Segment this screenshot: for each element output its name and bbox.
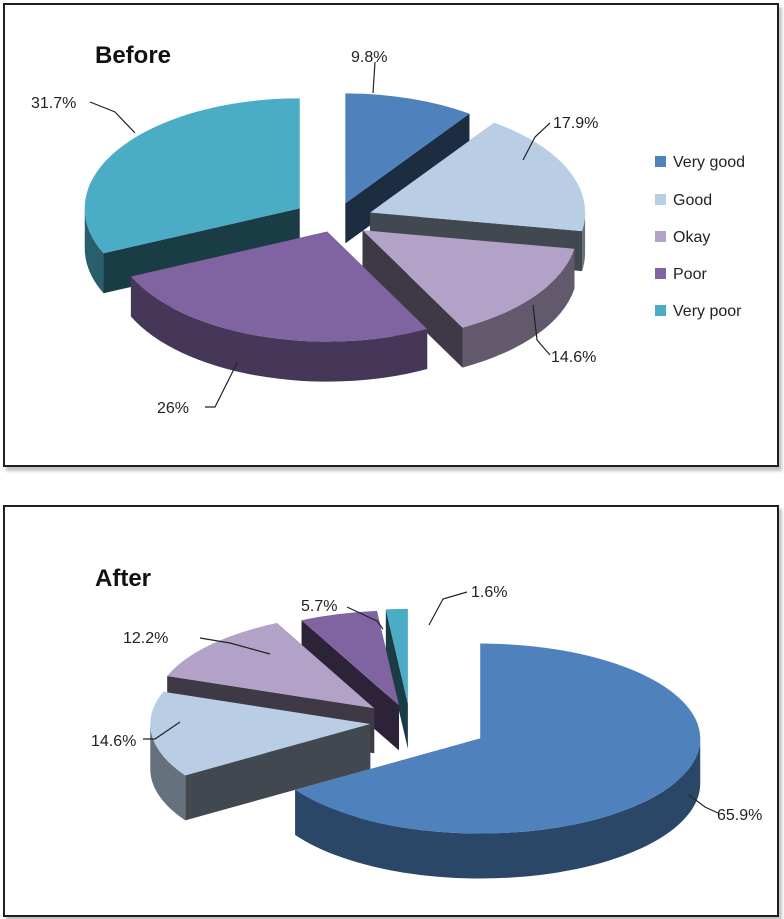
leader-line — [428, 591, 468, 626]
pie-slice-top — [301, 610, 399, 706]
legend-label: Poor — [673, 266, 707, 283]
pie-slice-side — [295, 738, 701, 879]
legend-label: Good — [673, 192, 712, 209]
pie-slice-side — [582, 212, 586, 272]
pie-slice-side — [150, 723, 186, 821]
chart-before-data-labels: 9.8% 17.9% 14.6% 26% 31.7% — [31, 49, 598, 417]
data-label-very-poor: 31.7% — [31, 95, 76, 112]
chart-after-slices — [150, 608, 701, 879]
pie-slice-top — [150, 691, 371, 776]
leader-line — [688, 794, 719, 814]
pie-slice-poor — [301, 610, 399, 751]
data-label-okay: 12.2% — [123, 630, 168, 647]
leader-line — [372, 61, 376, 94]
leader-line — [199, 637, 271, 655]
pie-slice-top — [130, 231, 428, 342]
pie-slice-wall — [362, 230, 463, 368]
data-label-very-good: 9.8% — [351, 49, 387, 66]
legend-item-poor: Poor — [655, 266, 707, 283]
pie-slice-very-poor — [385, 608, 408, 749]
data-label-very-poor: 1.6% — [471, 584, 507, 601]
data-label-good: 14.6% — [91, 733, 136, 750]
pie-slice-wall — [301, 620, 399, 751]
pie-slice-wall — [385, 609, 408, 749]
chart-after-svg: After 65.9% 14.6% 12.2% 5.7% 1.6% — [91, 565, 762, 879]
leader-line — [522, 122, 551, 161]
leader-line — [346, 606, 384, 630]
chart-after-data-labels: 65.9% 14.6% 12.2% 5.7% 1.6% — [91, 584, 762, 824]
data-label-poor: 5.7% — [301, 598, 337, 615]
legend-swatch — [655, 231, 666, 242]
legend-item-very-good: Very good — [655, 154, 745, 171]
pie-slice-top — [385, 608, 408, 704]
chart-before-legend: Very good Good Okay Poor Very poor — [655, 154, 745, 320]
pie-slice-side — [130, 276, 428, 382]
pie-slice-good — [150, 691, 371, 821]
legend-label: Very poor — [673, 303, 742, 320]
chart-before-slices — [84, 93, 586, 382]
legend-item-good: Good — [655, 192, 712, 209]
pie-slice-top — [84, 98, 300, 254]
legend-label: Very good — [673, 154, 745, 171]
pie-slice-top — [167, 623, 375, 709]
data-label-okay: 14.6% — [551, 349, 596, 366]
data-label-good: 17.9% — [553, 115, 598, 132]
pie-slice-top — [295, 643, 701, 834]
pie-slice-top — [370, 122, 586, 232]
legend-swatch — [655, 268, 666, 279]
chart-after-frame: After 65.9% 14.6% 12.2% 5.7% 1.6% — [3, 505, 779, 917]
legend-swatch — [655, 156, 666, 167]
pie-slice-poor — [130, 231, 428, 382]
leader-line — [89, 101, 136, 134]
pie-slice-side — [84, 208, 104, 294]
data-label-very-good: 65.9% — [717, 807, 762, 824]
pie-slice-top — [362, 230, 575, 328]
leader-line — [143, 721, 181, 740]
legend-swatch — [655, 305, 666, 316]
legend-item-okay: Okay — [655, 229, 710, 246]
chart-before-svg: Before 9.8% 17.9% 14.6% 26% 31.7% Very g… — [31, 42, 745, 417]
pie-slice-side — [462, 248, 575, 368]
chart-after-title: After — [95, 565, 151, 592]
data-label-poor: 26% — [157, 400, 189, 417]
pie-slice-top — [345, 93, 470, 204]
legend-label: Okay — [673, 229, 710, 246]
legend-swatch — [655, 194, 666, 205]
legend-item-very-poor: Very poor — [655, 303, 742, 320]
chart-before-frame: Before 9.8% 17.9% 14.6% 26% 31.7% Very g… — [3, 3, 779, 467]
chart-before-title: Before — [95, 42, 171, 69]
pie-slice-very-good — [295, 643, 701, 879]
leader-line — [205, 362, 238, 408]
pie-slice-okay — [362, 230, 575, 368]
leader-line — [532, 304, 551, 356]
